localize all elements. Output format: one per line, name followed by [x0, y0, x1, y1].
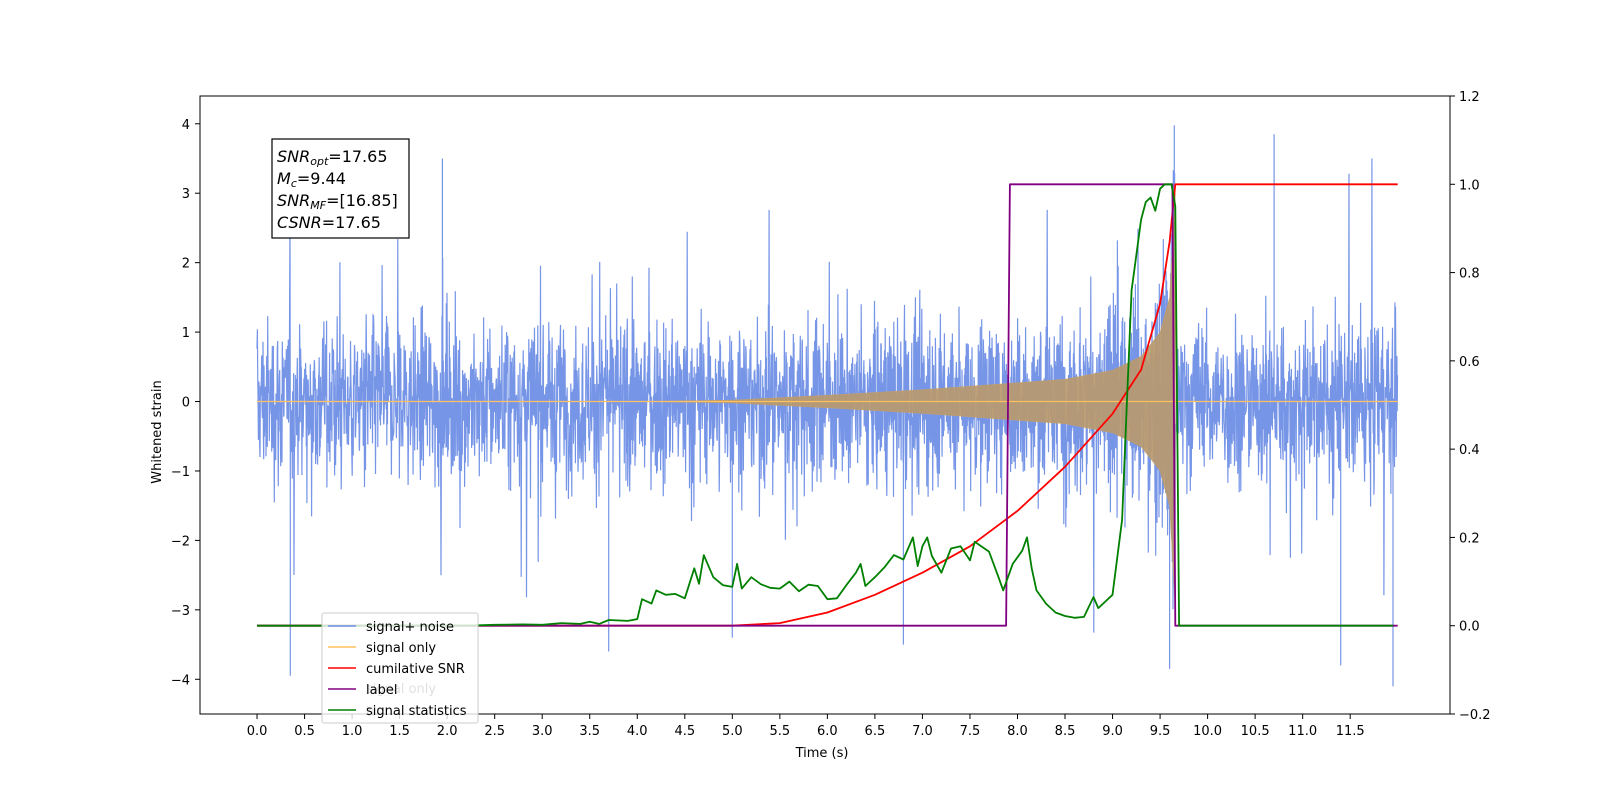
x-tick-label: 4.0 — [627, 724, 648, 739]
x-tick-label: 8.5 — [1055, 724, 1076, 739]
legend-entry: signal+ noise — [328, 620, 454, 635]
legend-label: cumilative SNR — [366, 662, 465, 677]
y-tick-label: −3 — [171, 604, 190, 619]
info-snr-mf: SNRMF=[16.85] — [277, 191, 398, 212]
legend-entry: label — [328, 683, 397, 698]
info-box-frame — [271, 138, 410, 239]
x-axis: 0.0 0.5 1.0 1.5 2.0 2.5 3.0 3.5 4.0 4.5 5.0 5.5 6.0 6… — [247, 714, 1365, 739]
plot-frame — [199, 95, 1451, 715]
y2-tick-label: 0.0 — [1459, 620, 1480, 635]
x-tick-label: 3.0 — [532, 724, 553, 739]
x-tick-label: 0.5 — [294, 724, 315, 739]
x-tick-label: 3.5 — [579, 724, 600, 739]
info-csnr: CSNR=17.65 — [277, 213, 381, 232]
series-signal-statistics — [257, 183, 1393, 627]
info-chirp-mass: Mc=9.44 — [277, 169, 346, 190]
legend-entry: signal only — [328, 641, 436, 656]
y-axis-left: 4 3 2 1 0 −1 −2 −3 −4 — [171, 118, 200, 688]
x-tick-label: 0.0 — [247, 724, 268, 739]
x-tick-label: 9.0 — [1102, 724, 1123, 739]
y2-tick-label: 0.8 — [1459, 267, 1480, 282]
legend-frame — [321, 612, 479, 724]
y2-tick-label: −0.2 — [1459, 708, 1491, 723]
series-layer — [256, 125, 1399, 687]
x-tick-label: 6.5 — [865, 724, 886, 739]
info-box: SNRopt=17.65 Mc=9.44 SNRMF=[16.85] CSNR=… — [271, 138, 410, 239]
y-tick-label: −4 — [171, 673, 190, 688]
x-tick-label: 4.5 — [674, 724, 695, 739]
x-tick-label: 10.5 — [1241, 724, 1270, 739]
legend: signal only ti signal+ noise signal only… — [321, 612, 479, 724]
x-tick-label: 8.0 — [1007, 724, 1028, 739]
x-axis-label: Time (s) — [795, 746, 849, 761]
y-tick-label: 4 — [182, 118, 190, 133]
x-tick-label: 2.0 — [437, 724, 458, 739]
x-tick-label: 5.5 — [770, 724, 791, 739]
x-tick-label: 7.0 — [912, 724, 933, 739]
y-tick-label: −2 — [171, 534, 190, 549]
y-axis-right: 1.2 1.0 0.8 0.6 0.4 0.2 0.0 −0.2 — [1450, 90, 1491, 723]
y-tick-label: 0 — [182, 396, 190, 411]
legend-entry: cumilative SNR — [328, 662, 465, 677]
x-tick-label: 1.5 — [389, 724, 410, 739]
y2-tick-label: 1.2 — [1459, 90, 1480, 105]
series-cumulative-snr — [257, 183, 1398, 627]
y2-tick-label: 0.2 — [1459, 531, 1480, 546]
x-tick-label: 1.0 — [342, 724, 363, 739]
y-tick-label: −1 — [171, 465, 190, 480]
x-tick-label: 10.0 — [1193, 724, 1222, 739]
legend-ghost-stray: ti — [366, 705, 375, 720]
y2-tick-label: 1.0 — [1459, 178, 1480, 193]
legend-entry: signal statistics — [328, 704, 467, 719]
x-tick-label: 9.5 — [1150, 724, 1171, 739]
y2-tick-label: 0.6 — [1459, 355, 1480, 370]
y2-tick-label: 0.4 — [1459, 443, 1480, 458]
x-tick-label: 11.5 — [1336, 724, 1365, 739]
legend-ghost-label: signal only — [366, 682, 436, 697]
x-tick-label: 7.5 — [960, 724, 981, 739]
legend-label: signal only — [366, 641, 436, 656]
info-snr-opt: SNRopt=17.65 — [277, 147, 388, 168]
legend-label: label — [366, 683, 397, 698]
y-tick-label: 2 — [182, 257, 190, 272]
x-tick-label: 11.0 — [1288, 724, 1317, 739]
legend-label: signal statistics — [366, 704, 467, 719]
y-tick-label: 1 — [182, 326, 190, 341]
legend-label: signal+ noise — [366, 620, 454, 635]
x-tick-label: 2.5 — [484, 724, 505, 739]
y-axis-label: Whitened strain — [150, 380, 165, 483]
x-tick-label: 5.0 — [722, 724, 743, 739]
y-tick-label: 3 — [182, 187, 190, 202]
x-tick-label: 6.0 — [817, 724, 838, 739]
